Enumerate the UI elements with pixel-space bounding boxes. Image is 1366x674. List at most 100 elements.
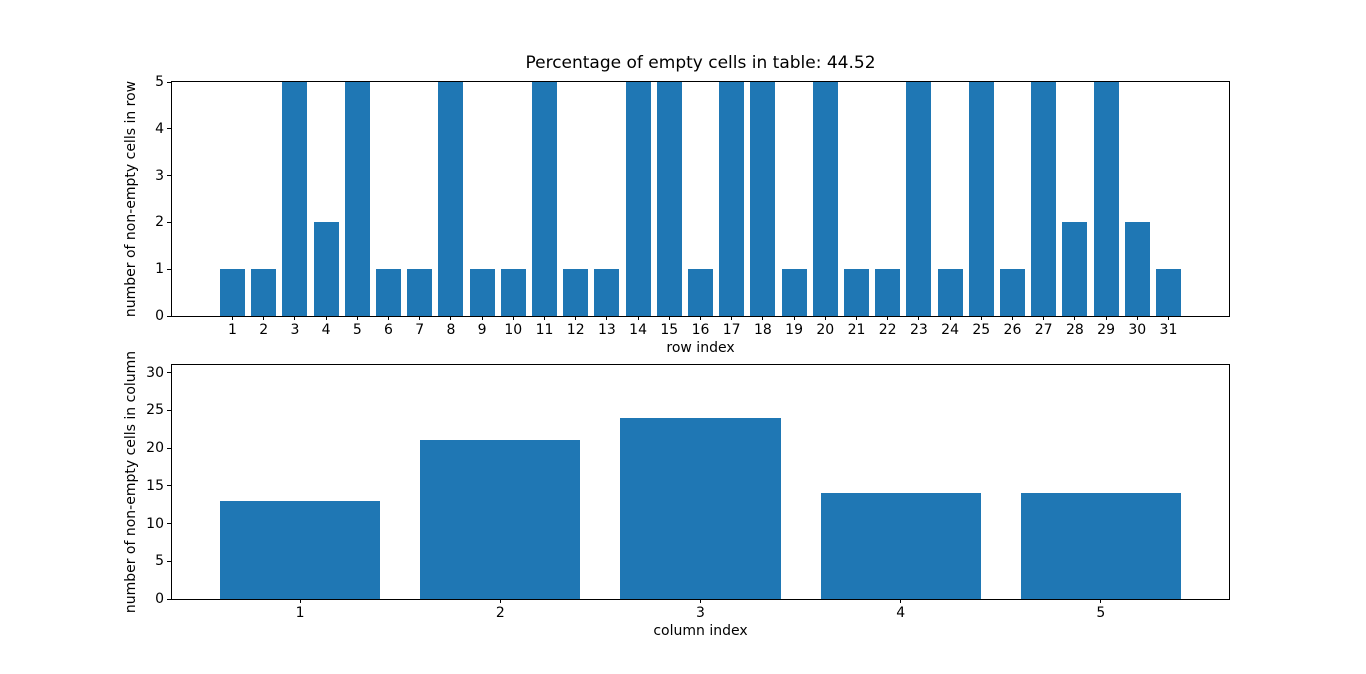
bar <box>420 440 581 599</box>
x-tick-mark <box>762 316 764 320</box>
y-tick-label: 0 <box>155 591 164 607</box>
bottom-chart-x-axis-label: column index <box>653 623 748 639</box>
x-tick-label: 29 <box>1097 322 1115 338</box>
y-tick-mark <box>167 409 171 411</box>
y-tick-mark <box>167 175 171 177</box>
bar <box>844 269 869 316</box>
x-tick-mark <box>263 316 265 320</box>
x-tick-label: 17 <box>722 322 741 338</box>
bar <box>220 500 381 599</box>
x-tick-mark <box>918 316 920 320</box>
x-tick-label: 30 <box>1128 322 1147 338</box>
bottom-chart-plot-area: 1 2 3 4 5 0 5 10 15 20 25 30 <box>146 364 1230 620</box>
x-tick-label: 13 <box>597 322 616 338</box>
bar <box>282 82 308 316</box>
x-tick-mark <box>1074 316 1076 320</box>
x-tick-mark <box>606 316 608 320</box>
x-tick-mark <box>731 316 733 320</box>
x-tick-label: 18 <box>753 322 772 338</box>
y-tick-label: 0 <box>155 308 164 324</box>
x-tick-mark <box>900 599 902 603</box>
x-tick-mark <box>1105 316 1107 320</box>
x-tick-mark <box>1167 316 1169 320</box>
x-tick-label: 1 <box>295 605 305 621</box>
x-tick-mark <box>668 316 670 320</box>
x-tick-label: 3 <box>290 322 300 338</box>
bar <box>968 82 994 316</box>
top-chart-y-axis-label: number of non-empty cells in row <box>123 80 139 318</box>
x-tick-mark <box>544 316 545 320</box>
x-tick-mark <box>499 599 501 603</box>
y-tick-label: 10 <box>146 515 164 532</box>
x-tick-label: 4 <box>896 605 906 621</box>
bar <box>407 269 433 316</box>
y-tick-mark <box>167 560 171 562</box>
bar <box>1124 222 1150 316</box>
y-tick-label: 30 <box>146 364 164 381</box>
x-tick-label: 23 <box>909 322 928 338</box>
x-tick-mark <box>700 599 701 603</box>
x-tick-label: 26 <box>1003 322 1022 338</box>
bar <box>1062 222 1088 316</box>
y-tick-label: 2 <box>155 214 164 231</box>
x-tick-mark <box>637 316 639 320</box>
y-tick-label: 5 <box>155 74 164 90</box>
y-tick-label: 5 <box>155 553 164 570</box>
x-tick-label: 10 <box>504 322 523 338</box>
x-tick-label: 31 <box>1159 322 1178 338</box>
y-tick-label: 4 <box>155 120 164 137</box>
bar <box>820 493 981 599</box>
bar <box>1000 269 1025 316</box>
bar <box>1093 82 1119 316</box>
y-tick-mark <box>167 268 171 270</box>
x-tick-label: 16 <box>691 322 710 338</box>
x-tick-mark <box>700 316 701 320</box>
y-tick-label: 3 <box>155 167 164 184</box>
bar <box>625 82 651 316</box>
x-tick-mark <box>232 316 234 320</box>
x-tick-label: 28 <box>1065 322 1084 338</box>
x-tick-mark <box>1136 316 1138 320</box>
x-tick-mark <box>356 316 358 320</box>
bar <box>376 269 401 316</box>
y-tick-label: 15 <box>146 477 164 494</box>
x-tick-label: 8 <box>446 322 456 338</box>
bar <box>500 269 526 316</box>
y-tick-label: 1 <box>155 261 164 278</box>
x-tick-mark <box>512 316 514 320</box>
y-tick-mark <box>167 128 171 130</box>
chart-title: Percentage of empty cells in table: 44.5… <box>525 53 876 73</box>
x-tick-mark <box>887 316 889 320</box>
x-tick-label: 5 <box>1096 605 1106 621</box>
bar <box>781 269 807 316</box>
x-tick-mark <box>824 316 826 320</box>
x-tick-mark <box>980 316 982 320</box>
x-tick-label: 5 <box>352 322 362 338</box>
bar <box>251 269 277 316</box>
x-tick-label: 3 <box>696 605 705 621</box>
bar <box>220 269 245 316</box>
x-tick-mark <box>325 316 327 320</box>
x-tick-mark <box>294 316 296 320</box>
bar <box>750 82 776 316</box>
bar <box>937 269 963 316</box>
bar <box>906 82 932 316</box>
y-tick-label: 25 <box>146 402 164 419</box>
x-tick-label: 14 <box>629 322 647 338</box>
x-tick-label: 9 <box>477 322 487 338</box>
x-tick-mark <box>793 316 795 320</box>
y-tick-mark <box>167 81 171 83</box>
x-tick-mark <box>1043 316 1045 320</box>
x-tick-mark <box>855 316 857 320</box>
top-chart-x-axis-label: row index <box>666 340 735 356</box>
y-tick-label: 20 <box>146 440 164 457</box>
bar <box>719 82 745 316</box>
x-tick-label: 15 <box>660 322 679 338</box>
x-tick-label: 22 <box>878 322 897 338</box>
x-tick-label: 20 <box>816 322 835 338</box>
x-tick-label: 2 <box>495 605 505 621</box>
x-tick-label: 11 <box>535 322 554 338</box>
bar <box>1155 269 1181 316</box>
bar <box>875 269 901 316</box>
x-tick-mark <box>419 316 421 320</box>
